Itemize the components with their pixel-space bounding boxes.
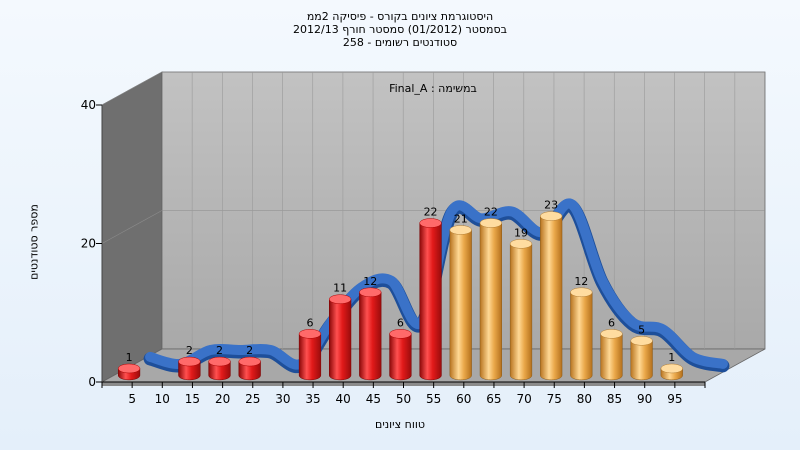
- bar: [298, 329, 322, 381]
- bar-value-label: 2: [246, 344, 253, 357]
- title-line-1: היסטוגרמת ציונים בקורס - פיסיקה 2ממ: [306, 10, 494, 23]
- bar: [570, 287, 593, 381]
- bar-value-label: 12: [363, 275, 377, 288]
- bar-top: [660, 363, 683, 374]
- bar: [359, 287, 382, 381]
- bar-body: [630, 340, 653, 381]
- bar-body: [509, 243, 533, 381]
- bar-value-label: 21: [454, 212, 468, 225]
- bar-value-label: 23: [544, 199, 558, 212]
- bar-body: [540, 215, 563, 381]
- bar-top: [540, 211, 563, 221]
- y-tick-label: 20: [81, 237, 96, 251]
- bar-top: [630, 336, 653, 346]
- x-tick-label: 90: [637, 392, 652, 406]
- bar-top: [117, 363, 141, 374]
- x-tick-label: 70: [516, 392, 531, 406]
- x-tick-label: 30: [275, 392, 290, 406]
- bar-body: [570, 292, 593, 381]
- y-tick-label: 0: [88, 375, 96, 389]
- bar-value-label: 2: [186, 344, 193, 357]
- bar-value-label: 11: [333, 282, 347, 295]
- x-tick-label: 80: [577, 392, 592, 406]
- bar-top: [600, 329, 623, 339]
- bar-value-label: 1: [668, 351, 675, 364]
- bar: [630, 336, 653, 381]
- bar-top: [329, 294, 352, 304]
- title-line-2: בסמסטר (01/2012) סמסטר חורף 2012/13: [293, 23, 507, 36]
- bar-top: [208, 356, 231, 367]
- bar-value-label: 22: [424, 206, 438, 219]
- bar: [117, 363, 141, 381]
- bar-body: [419, 222, 442, 381]
- bar-top: [570, 287, 593, 298]
- x-tick-label: 60: [456, 392, 471, 406]
- y-tick-label: 40: [81, 98, 96, 112]
- bar: [329, 294, 352, 381]
- x-tick-label: 50: [396, 392, 411, 406]
- gridline-wall: [101, 71, 163, 106]
- bar-top: [479, 218, 502, 228]
- bar-body: [389, 333, 412, 381]
- bar-body: [449, 229, 472, 381]
- bar-top: [359, 287, 382, 298]
- bar-value-label: 12: [574, 275, 588, 288]
- x-tick-label: 55: [426, 392, 441, 406]
- title-line-3: סטודנטים רשומים - 258: [342, 36, 458, 49]
- bar: [540, 211, 563, 381]
- bar-top: [389, 329, 412, 339]
- bar-body: [329, 298, 352, 381]
- chart-title: היסטוגרמת ציונים בקורס - פיסיקה 2ממ בסמס…: [0, 10, 800, 49]
- bar: [509, 239, 533, 381]
- x-axis-label: טווח ציונים: [375, 418, 425, 431]
- x-tick-label: 35: [305, 392, 320, 406]
- bar: [600, 329, 623, 381]
- y-axis-label: מספר סטודנטים: [27, 204, 41, 280]
- x-tick-label: 45: [366, 392, 381, 406]
- bar-body: [208, 361, 231, 381]
- x-tick-label: 25: [245, 392, 260, 406]
- bar-value-label: 5: [638, 323, 645, 336]
- bar-value-label: 1: [126, 351, 133, 364]
- bar-body: [298, 333, 322, 381]
- bar-value-label: 6: [608, 316, 615, 329]
- x-tick-label: 10: [155, 392, 170, 406]
- bar-value-label: 22: [484, 206, 498, 219]
- bar-top: [238, 356, 261, 367]
- bar: [449, 225, 472, 381]
- bar-body: [178, 361, 201, 381]
- bar-top: [298, 329, 322, 339]
- bar-body: [359, 292, 382, 381]
- x-tick-label: 15: [185, 392, 200, 406]
- x-tick-label: 65: [486, 392, 501, 406]
- bar: [208, 356, 231, 381]
- bar-top: [509, 239, 533, 249]
- bar: [660, 363, 683, 381]
- x-tick-label: 95: [667, 392, 682, 406]
- x-tick-label: 75: [547, 392, 562, 406]
- bar-value-label: 19: [514, 226, 528, 239]
- bar: [389, 329, 412, 381]
- bar-value-label: 6: [397, 316, 404, 329]
- task-annotation: במשימה : Final_A: [389, 82, 477, 95]
- x-tick-label: 85: [607, 392, 622, 406]
- bar-value-label: 2: [216, 344, 223, 357]
- bar: [178, 356, 201, 381]
- bar: [419, 218, 442, 381]
- x-tick-label: 40: [336, 392, 351, 406]
- x-tick-label: 20: [215, 392, 230, 406]
- bar-top: [449, 225, 472, 235]
- bar-value-label: 6: [306, 316, 313, 329]
- bar-top: [419, 218, 442, 228]
- bar: [238, 356, 261, 381]
- bar-top: [178, 356, 201, 367]
- bar-body: [479, 222, 502, 381]
- bar-body: [600, 333, 623, 381]
- x-tick-label: 5: [128, 392, 136, 406]
- bar: [479, 218, 502, 381]
- bar-body: [238, 361, 261, 381]
- gridline-wall: [101, 210, 163, 244]
